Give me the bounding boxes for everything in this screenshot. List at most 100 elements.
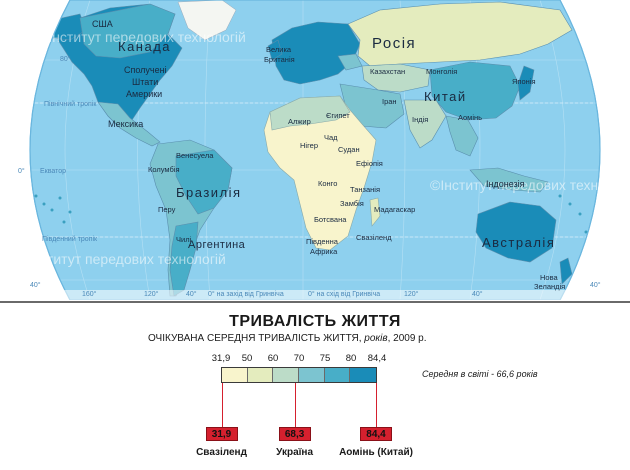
legend-title: ТРИВАЛІСТЬ ЖИТТЯ — [229, 313, 401, 330]
label-usa-alaska: США — [92, 19, 113, 29]
label-tanzania: Танзанія — [350, 185, 381, 194]
lat-40-label: 40° — [30, 282, 41, 289]
marker-line — [221, 383, 223, 427]
marker-line — [294, 383, 296, 427]
legend-subtitle-unit: років — [361, 333, 388, 344]
scale-segment — [324, 368, 351, 382]
label-egypt: Єгипет — [326, 111, 350, 120]
se-asia — [445, 115, 479, 157]
india — [403, 99, 447, 149]
scale-tick-labels: 31,9 50 60 70 75 80 84,4 — [0, 353, 630, 365]
lon-0-west-label: 0° на захід від Гринвіча — [208, 291, 284, 298]
label-botswana: Ботсвана — [314, 215, 347, 224]
label-swaziland: Свазіленд — [356, 233, 392, 242]
scale-tick-label: 80 — [345, 353, 357, 364]
label-south-africa-line2: Африка — [310, 247, 338, 256]
lon-40-label: 40° — [472, 291, 483, 298]
africa — [263, 95, 377, 251]
label-usa-line2: Штати — [132, 77, 159, 87]
lon-120-label: 120° — [144, 291, 159, 298]
watermark-top: ©Інститут передових технологій — [38, 29, 246, 45]
scale-tick-label: 84,4 — [367, 353, 387, 364]
watermark-right: ©Інститут передових технологій — [430, 177, 630, 193]
china — [429, 61, 521, 121]
marker-value-box: 84,4 — [360, 427, 392, 441]
russia — [347, 1, 573, 67]
scale-tick-label: 75 — [319, 353, 331, 364]
label-indonesia: Індонезія — [486, 179, 525, 189]
lon-0-east-label: 0° на схід від Гринвіча — [308, 291, 381, 298]
lon-right-40-label: 40° — [590, 282, 601, 289]
label-south-africa-line1: Південна — [306, 237, 338, 246]
lat-80-label: 80° — [60, 56, 71, 63]
lon-160-label: 160° — [82, 291, 97, 298]
label-niger: Нігер — [300, 141, 318, 150]
label-mexico: Мексика — [108, 119, 144, 129]
label-ethiopia: Ефіопія — [356, 159, 383, 168]
new-zealand — [559, 257, 573, 285]
scale-segment — [222, 368, 248, 382]
label-australia: Австралія — [482, 235, 556, 250]
label-russia: Росія — [372, 35, 417, 52]
label-usa-line1: Сполучені — [124, 65, 167, 75]
label-japan: Японія — [512, 77, 536, 86]
label-uk-line1: Велика — [266, 45, 292, 54]
japan — [517, 65, 535, 101]
marker-line — [376, 383, 377, 427]
scale-segment — [247, 368, 274, 382]
tropic-south-label: Південний тропік — [42, 236, 98, 243]
label-new-zealand-line1: Нова — [540, 273, 558, 282]
watermark-bottom: ©Інститут передових технологій — [18, 251, 226, 267]
label-canada: Канада — [118, 39, 172, 54]
lat-0-label: 0° — [18, 168, 25, 175]
australia — [475, 201, 557, 263]
legend-subtitle-year: , 2009 р. — [387, 333, 427, 344]
madagascar — [369, 197, 381, 227]
marker-country-name: Україна — [276, 447, 314, 458]
label-new-zealand-line2: Зеландія — [534, 282, 566, 291]
mexico — [97, 101, 161, 147]
label-algeria: Алжир — [288, 117, 311, 126]
label-india: Індія — [412, 115, 429, 124]
label-mongolia: Монголія — [426, 67, 458, 76]
greenland — [177, 0, 237, 41]
scale-tick-label: 50 — [241, 353, 253, 364]
label-congo: Конго — [318, 179, 338, 188]
legend-panel: ТРИВАЛІСТЬ ЖИТТЯ ОЧІКУВАНА СЕРЕДНЯ ТРИВА… — [0, 303, 630, 470]
canada — [79, 3, 176, 59]
label-zambia: Замбія — [340, 199, 364, 208]
label-kazakhstan: Казахстан — [370, 67, 406, 76]
label-usa-line3: Америки — [126, 89, 163, 99]
marker-country-name: Свазіленд — [196, 447, 247, 458]
label-chad: Чад — [324, 133, 338, 142]
scale-segment — [350, 368, 377, 382]
world-map: 80° 0° Північний тропік Екватор Південни… — [18, 0, 630, 300]
marker-country-name: Аомінь (Китай) — [339, 447, 413, 458]
label-brazil: Бразилія — [176, 185, 242, 200]
marker-value-box: 68,3 — [278, 427, 311, 441]
marker-value-box: 31,9 — [205, 427, 238, 441]
label-china: Китай — [424, 89, 467, 104]
indonesia — [469, 167, 549, 193]
label-venezuela: Венесуела — [176, 151, 214, 160]
legend-subtitle: ОЧІКУВАНА СЕРЕДНЯ ТРИВАЛІСТЬ ЖИТТЯ, рокі… — [148, 333, 427, 344]
label-peru: Перу — [158, 205, 176, 214]
scale-tick-label: 70 — [293, 353, 305, 364]
scale-segment — [273, 368, 300, 382]
color-scale-bar — [221, 367, 377, 383]
scale-tick-label: 60 — [267, 353, 279, 364]
lon-40w-label: 40° — [186, 291, 197, 298]
label-sudan: Судан — [338, 145, 360, 154]
tropic-north-label: Північний тропік — [44, 101, 97, 108]
label-colombia: Колумбія — [148, 165, 180, 174]
world-average-note: Середня в світі - 66,6 років — [422, 369, 538, 379]
brazil — [175, 149, 233, 215]
label-aomin: Аомінь — [458, 113, 483, 122]
label-uk-line2: Британія — [264, 55, 295, 64]
scale-segment — [299, 368, 325, 382]
lon-120e-label: 120° — [404, 291, 419, 298]
label-chile: Чилі — [176, 235, 192, 244]
map-graphic — [29, 0, 601, 300]
map-legend-divider — [0, 301, 630, 303]
scale-tick-label: 31,9 — [211, 353, 231, 364]
